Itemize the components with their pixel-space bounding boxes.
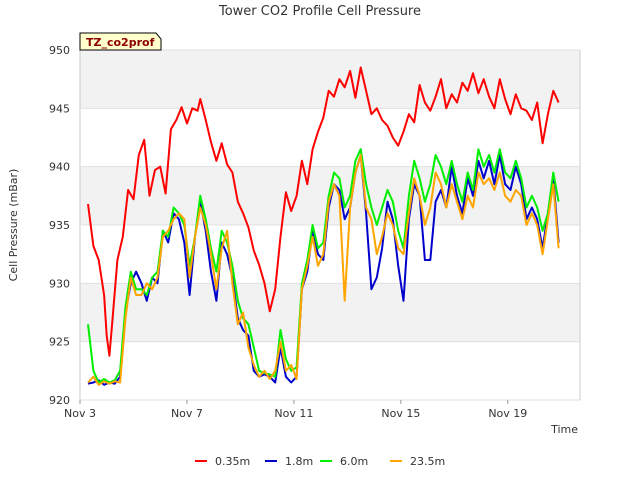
grid-band	[80, 283, 580, 342]
x-tick-label: Nov 7	[171, 407, 203, 420]
x-tick-label: Nov 11	[274, 407, 313, 420]
y-tick-label: 935	[49, 219, 70, 232]
y-tick-label: 945	[49, 102, 70, 115]
legend-label: 6.0m	[340, 455, 368, 468]
y-tick-label: 950	[49, 44, 70, 57]
y-tick-label: 940	[49, 161, 70, 174]
x-tick-label: Nov 19	[488, 407, 527, 420]
series-line-1-8m	[87, 154, 560, 386]
site-tag: TZ_co2prof	[79, 32, 162, 51]
x-tick-labels: Nov 3 Nov 7 Nov 11 Nov 15 Nov 19	[64, 400, 527, 420]
chart-title: Tower CO2 Profile Cell Pressure	[218, 4, 421, 19]
y-axis-label: Cell Pressure (mBar)	[7, 169, 20, 282]
site-tag-box	[79, 32, 162, 51]
grid-band	[80, 341, 580, 400]
y-tick-label: 930	[49, 277, 70, 290]
grid-band	[80, 108, 580, 167]
x-axis-label: Time	[550, 423, 578, 436]
y-tick-label: 920	[49, 394, 70, 407]
y-tick-labels: 920 925 930 935 940 945 950	[49, 44, 70, 407]
legend-label: 1.8m	[285, 455, 313, 468]
legend-label: 23.5m	[410, 455, 445, 468]
series-line-6-0m	[87, 148, 560, 384]
x-tick-label: Nov 15	[381, 407, 420, 420]
series-line-23-5m	[87, 154, 560, 386]
legend-label: 0.35m	[215, 455, 250, 468]
y-tick-label: 925	[49, 336, 70, 349]
legend: 0.35m 1.8m 6.0m 23.5m	[195, 455, 445, 468]
site-tag-label: TZ_co2prof	[86, 36, 155, 49]
series-layer	[87, 66, 560, 386]
series-line-0-35m	[87, 66, 560, 357]
x-tick-label: Nov 3	[64, 407, 96, 420]
